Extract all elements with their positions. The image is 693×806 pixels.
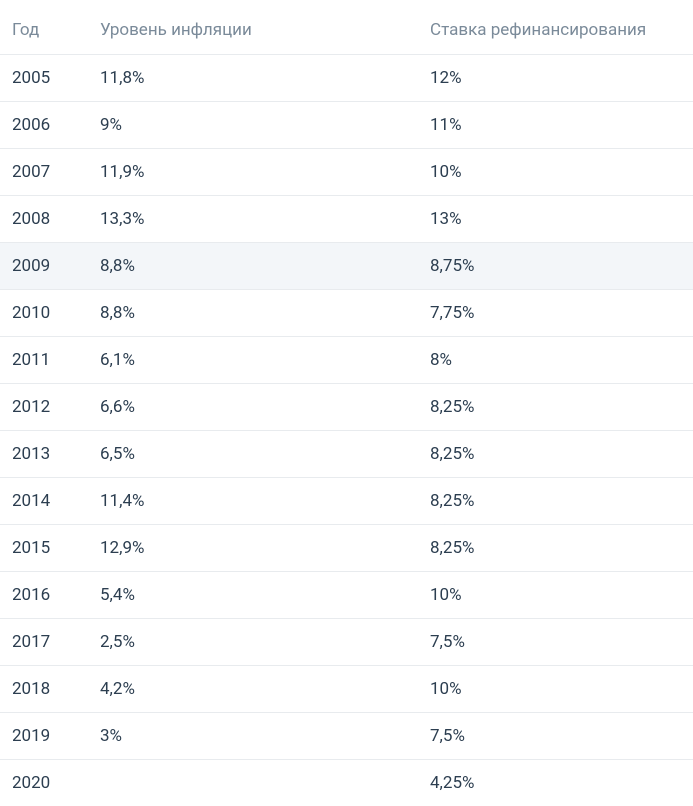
cell-inflation: 3% <box>90 713 420 760</box>
cell-year: 2016 <box>0 572 90 619</box>
cell-inflation: 12,9% <box>90 525 420 572</box>
table-row: 20126,6%8,25% <box>0 384 693 431</box>
table-row: 200813,3%13% <box>0 196 693 243</box>
cell-year: 2005 <box>0 55 90 102</box>
cell-rate: 8,25% <box>420 384 693 431</box>
cell-year: 2009 <box>0 243 90 290</box>
cell-inflation: 6,6% <box>90 384 420 431</box>
cell-inflation: 2,5% <box>90 619 420 666</box>
cell-year: 2019 <box>0 713 90 760</box>
cell-rate: 8,75% <box>420 243 693 290</box>
cell-inflation: 6,5% <box>90 431 420 478</box>
table-row: 20116,1%8% <box>0 337 693 384</box>
cell-year: 2011 <box>0 337 90 384</box>
cell-year: 2012 <box>0 384 90 431</box>
header-rate: Ставка рефинансирования <box>420 8 693 55</box>
cell-year: 2017 <box>0 619 90 666</box>
table-row: 20136,5%8,25% <box>0 431 693 478</box>
cell-inflation: 11,9% <box>90 149 420 196</box>
cell-inflation: 11,4% <box>90 478 420 525</box>
cell-inflation: 6,1% <box>90 337 420 384</box>
cell-rate: 10% <box>420 572 693 619</box>
cell-rate: 10% <box>420 149 693 196</box>
cell-year: 2013 <box>0 431 90 478</box>
cell-rate: 4,25% <box>420 760 693 806</box>
table-row: 200711,9%10% <box>0 149 693 196</box>
table-row: 201512,9%8,25% <box>0 525 693 572</box>
table-row: 20098,8%8,75% <box>0 243 693 290</box>
table-row: 20172,5%7,5% <box>0 619 693 666</box>
cell-year: 2007 <box>0 149 90 196</box>
cell-rate: 10% <box>420 666 693 713</box>
header-year: Год <box>0 8 90 55</box>
cell-inflation: 4,2% <box>90 666 420 713</box>
cell-rate: 13% <box>420 196 693 243</box>
cell-year: 2008 <box>0 196 90 243</box>
cell-inflation <box>90 760 420 806</box>
table-row: 20193%7,5% <box>0 713 693 760</box>
cell-year: 2015 <box>0 525 90 572</box>
table-row: 20108,8%7,75% <box>0 290 693 337</box>
table-row: 2020 4,25% <box>0 760 693 806</box>
cell-inflation: 8,8% <box>90 243 420 290</box>
table-row: 20165,4%10% <box>0 572 693 619</box>
table-row: 200511,8%12% <box>0 55 693 102</box>
cell-rate: 8% <box>420 337 693 384</box>
table-row: 20184,2%10% <box>0 666 693 713</box>
cell-year: 2020 <box>0 760 90 806</box>
cell-rate: 7,75% <box>420 290 693 337</box>
cell-rate: 8,25% <box>420 525 693 572</box>
cell-year: 2014 <box>0 478 90 525</box>
cell-rate: 7,5% <box>420 713 693 760</box>
inflation-rate-table: Год Уровень инфляции Ставка рефинансиров… <box>0 8 693 806</box>
table-header-row: Год Уровень инфляции Ставка рефинансиров… <box>0 8 693 55</box>
cell-year: 2006 <box>0 102 90 149</box>
cell-rate: 11% <box>420 102 693 149</box>
cell-rate: 7,5% <box>420 619 693 666</box>
cell-inflation: 9% <box>90 102 420 149</box>
header-inflation: Уровень инфляции <box>90 8 420 55</box>
cell-year: 2010 <box>0 290 90 337</box>
cell-inflation: 5,4% <box>90 572 420 619</box>
cell-inflation: 8,8% <box>90 290 420 337</box>
table-row: 201411,4%8,25% <box>0 478 693 525</box>
cell-rate: 8,25% <box>420 478 693 525</box>
cell-rate: 12% <box>420 55 693 102</box>
cell-inflation: 13,3% <box>90 196 420 243</box>
cell-rate: 8,25% <box>420 431 693 478</box>
table-row: 20069%11% <box>0 102 693 149</box>
cell-year: 2018 <box>0 666 90 713</box>
cell-inflation: 11,8% <box>90 55 420 102</box>
